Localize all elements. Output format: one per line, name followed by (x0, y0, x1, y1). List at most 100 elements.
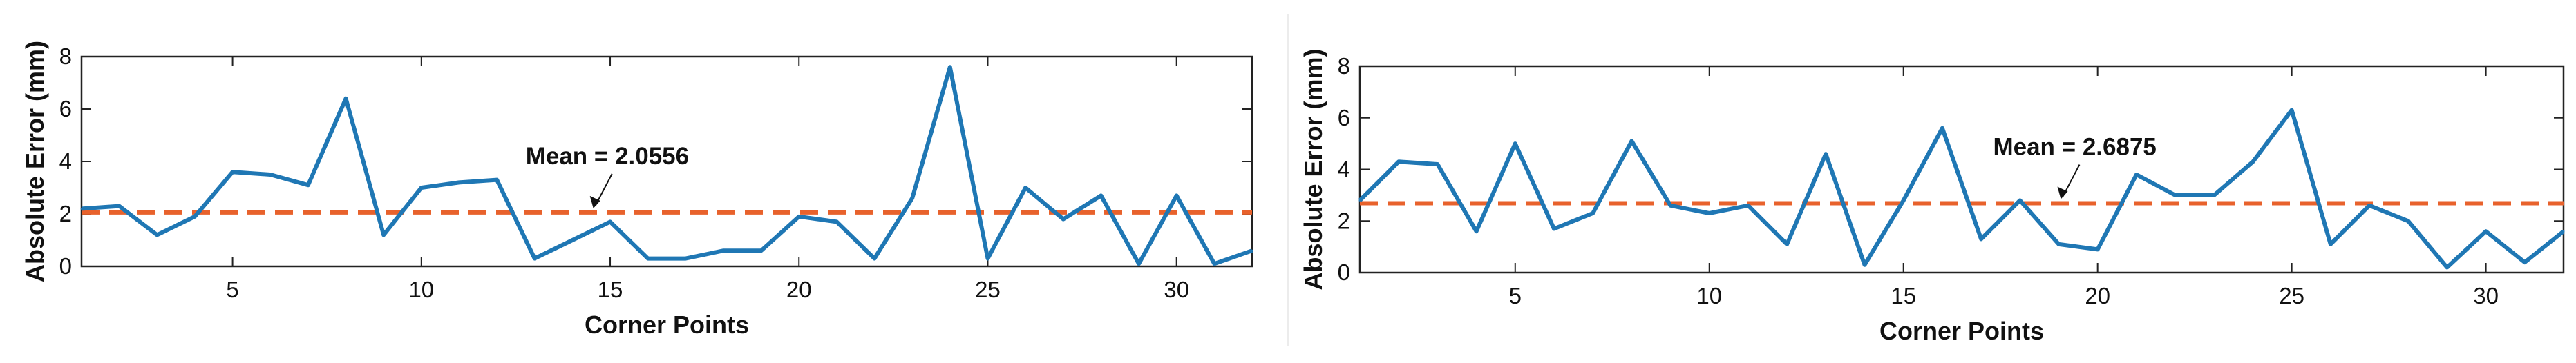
y-axis-label: Absolute Error (mm) (21, 41, 49, 282)
data-point (2368, 204, 2371, 207)
data-point (2251, 160, 2254, 163)
x-tick-label: 30 (2473, 283, 2499, 308)
data-point (1980, 237, 1982, 240)
data-point (2485, 230, 2488, 233)
data-point (231, 170, 234, 173)
y-tick-label: 4 (59, 148, 72, 174)
data-point (1941, 127, 1944, 130)
data-point (1630, 139, 1633, 142)
data-point (2562, 230, 2565, 233)
data-point (2291, 109, 2293, 112)
data-point (1213, 262, 1215, 265)
x-tick-label: 10 (408, 277, 434, 302)
data-point (269, 173, 272, 176)
y-tick-label: 8 (1338, 53, 1350, 79)
data-point (118, 205, 121, 208)
data-point (2018, 199, 2021, 202)
data-point (2445, 266, 2448, 269)
data-point (1669, 204, 1672, 207)
data-point (571, 239, 574, 242)
data-point (2407, 219, 2409, 222)
y-tick-label: 2 (1338, 208, 1350, 233)
plot-area-frame (1358, 65, 2565, 274)
x-tick-label: 5 (226, 277, 238, 302)
data-point (760, 249, 763, 252)
data-point (533, 257, 536, 260)
annotation-arrowhead (589, 195, 600, 208)
data-point (1436, 163, 1439, 166)
y-tick-label: 0 (1338, 259, 1350, 285)
line-chart-left: 0 2 4 6 8 5 10 15 20 25 30 Mean = 2.0556 Corner Poin… (21, 41, 1253, 339)
y-tick-label: 0 (59, 253, 72, 279)
data-point (609, 220, 612, 223)
data-point (2057, 243, 2060, 246)
data-point (949, 66, 951, 68)
y-axis-label: Absolute Error (mm) (1299, 48, 1327, 290)
data-point (457, 181, 460, 184)
data-point (2096, 248, 2099, 251)
data-point (986, 257, 989, 260)
data-point (722, 249, 725, 252)
data-point (1591, 212, 1594, 215)
x-tick-label: 25 (975, 277, 1001, 302)
x-tick-label: 20 (786, 277, 812, 302)
data-point (2174, 194, 2177, 197)
x-axis-label: Corner Points (585, 311, 749, 339)
mean-annotation: Mean = 2.6875 (1993, 134, 2156, 161)
annotation-arrowhead (2057, 186, 2068, 199)
y-tick-label: 6 (1338, 105, 1350, 130)
x-tick-label: 10 (1696, 283, 1722, 308)
data-point (684, 257, 687, 260)
data-point (155, 233, 158, 236)
data-point (1824, 153, 1827, 155)
x-tick-label: 20 (2085, 283, 2110, 308)
data-point (1553, 227, 1555, 230)
data-point (1062, 218, 1065, 221)
error-series-line (1358, 108, 2565, 270)
chart-panel-left: 0 2 4 6 8 5 10 15 20 25 30 Mean = 2.0556 Corner Poin… (0, 0, 1285, 360)
data-point (835, 220, 838, 223)
data-point (2213, 194, 2215, 197)
data-point (797, 215, 800, 218)
data-point (420, 186, 423, 189)
data-point (1864, 264, 1866, 266)
data-point (1397, 160, 1400, 163)
y-tick-label: 6 (59, 96, 72, 121)
data-point (911, 197, 913, 199)
data-point (193, 215, 196, 218)
data-point (80, 207, 83, 210)
x-tick-label: 15 (598, 277, 623, 302)
x-axis-label: Corner Points (1879, 317, 2044, 345)
data-point (1786, 243, 1788, 246)
data-point (1251, 249, 1253, 252)
data-point (1024, 186, 1027, 189)
data-point (2329, 243, 2332, 246)
data-point (1137, 262, 1140, 265)
y-tick-label: 2 (59, 201, 72, 226)
data-point (1475, 230, 1478, 233)
data-point (1175, 194, 1178, 197)
data-point (2523, 261, 2526, 264)
x-tick-label: 15 (1891, 283, 1916, 308)
plot-area-frame (80, 55, 1253, 268)
mean-annotation: Mean = 2.0556 (526, 143, 689, 170)
chart-panel-right: 0 2 4 6 8 5 10 15 20 25 30 Mean = 2.6875 Corner Poin… (1291, 0, 2576, 360)
panel-divider (1287, 14, 1289, 346)
error-series-line (81, 65, 1253, 266)
data-point (2135, 173, 2138, 176)
data-point (1099, 194, 1102, 197)
data-point (345, 97, 348, 100)
data-point (1708, 212, 1711, 215)
data-point (307, 184, 310, 186)
data-point (1514, 142, 1517, 145)
data-point (382, 233, 385, 236)
data-point (1747, 204, 1750, 207)
data-point (647, 257, 650, 260)
data-point (873, 257, 876, 260)
y-tick-label: 8 (59, 43, 72, 69)
x-tick-label: 5 (1509, 283, 1522, 308)
x-tick-label: 25 (2279, 283, 2304, 308)
data-point (1902, 199, 1905, 202)
x-tick-label: 30 (1164, 277, 1189, 302)
data-point (495, 179, 498, 182)
